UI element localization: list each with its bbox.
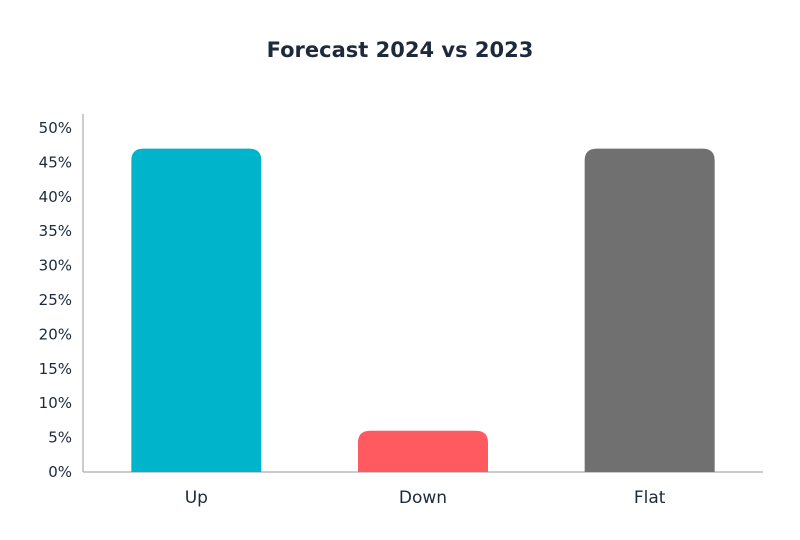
y-tick-label: 20% (39, 325, 72, 343)
chart-title: Forecast 2024 vs 2023 (266, 38, 534, 62)
bar-up (131, 148, 262, 472)
y-tick-label: 0% (48, 463, 72, 481)
y-tick-label: 50% (39, 119, 72, 137)
y-tick-label: 35% (39, 222, 72, 240)
y-tick-label: 15% (39, 360, 72, 378)
y-tick-label: 25% (39, 291, 72, 309)
x-tick-label: Up (185, 488, 208, 508)
y-tick-label: 5% (48, 429, 72, 447)
y-tick-label: 10% (39, 394, 72, 412)
y-tick-label: 30% (39, 257, 72, 275)
x-tick-label: Down (399, 488, 447, 508)
y-tick-label: 45% (39, 153, 72, 171)
bar-down (358, 430, 488, 472)
bar-flat (584, 148, 715, 472)
y-tick-label: 40% (39, 188, 72, 206)
x-tick-label: Flat (634, 488, 666, 508)
